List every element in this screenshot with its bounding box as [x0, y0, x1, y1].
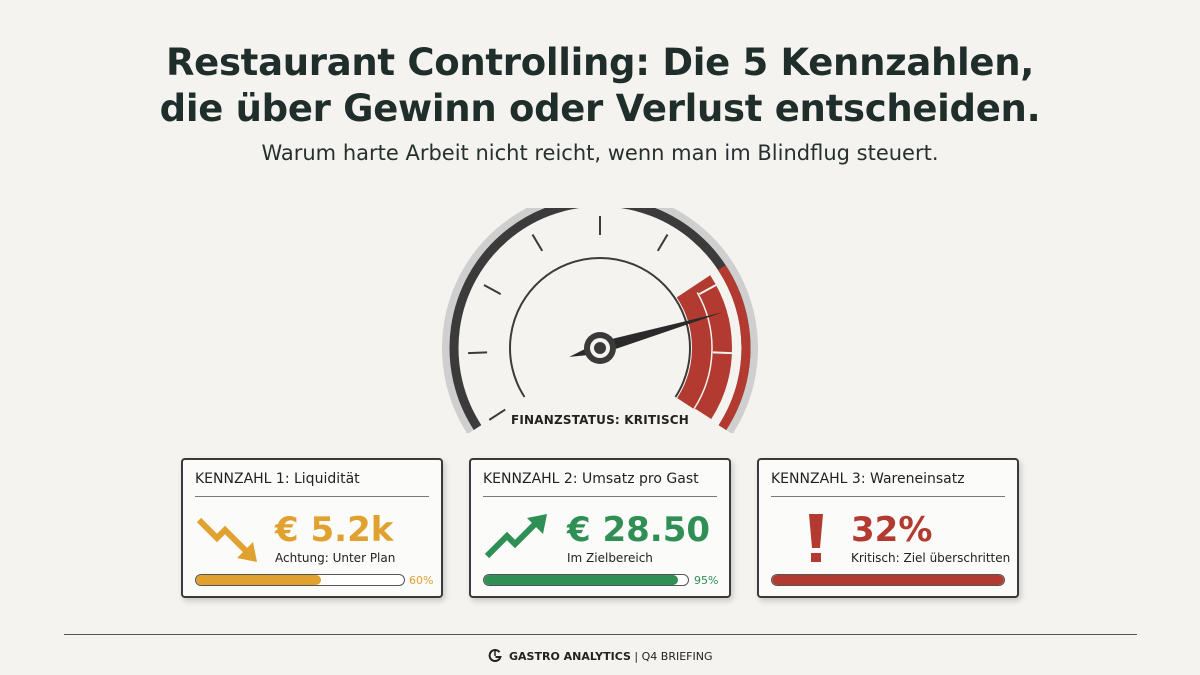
kpi-card-revenue-per-guest: KENNZAHL 2: Umsatz pro Gast € 28.50 Im Z… [469, 458, 731, 598]
kpi-card-liquidity: KENNZAHL 1: Liquidität € 5.2k Achtung: U… [181, 458, 443, 598]
finance-gauge [442, 208, 758, 433]
gauge-tick [656, 234, 669, 252]
kpi-progress-fill [196, 575, 321, 585]
trend-down-arrow-icon [196, 517, 257, 562]
kpi-card-title: KENNZAHL 2: Umsatz pro Gast [483, 471, 699, 487]
gauge-tick [488, 408, 506, 421]
kpi-progress-fill [484, 575, 678, 585]
card-divider [195, 496, 429, 497]
footer-separator: | [630, 650, 642, 663]
footer-brand: GASTRO ANALYTICS [509, 650, 631, 663]
gauge-ticks [468, 216, 732, 421]
gauge-tick [531, 234, 544, 252]
page-subtitle: Warum harte Arbeit nicht reicht, wenn ma… [261, 141, 939, 165]
kpi-card-title: KENNZAHL 1: Liquidität [195, 471, 360, 487]
footer-divider [64, 634, 1137, 635]
kpi-progress-label: 95% [694, 574, 719, 587]
footer: GASTRO ANALYTICS | Q4 BRIEFING [0, 649, 1200, 663]
kpi-value: € 5.2k [275, 510, 394, 550]
trend-up-arrow-icon [484, 514, 547, 559]
kpi-status: Im Zielbereich [567, 551, 653, 565]
gauge-tick [468, 351, 488, 355]
title-line-2: die über Gewinn oder Verlust entscheiden… [159, 87, 1041, 130]
kpi-progress-label: 60% [409, 574, 434, 587]
kpi-value: 32% [851, 510, 933, 550]
gastro-logo-icon [488, 649, 502, 662]
footer-suffix: Q4 BRIEFING [641, 650, 713, 663]
gauge-tick [694, 408, 712, 421]
kpi-value: € 28.50 [567, 510, 711, 550]
exclamation-icon [809, 514, 823, 562]
gauge-status-label: FINANZSTATUS: KRITISCH [510, 413, 690, 427]
page-title: Restaurant Controlling: Die 5 Kennzahlen… [0, 40, 1200, 132]
gauge-tick [483, 284, 502, 295]
kpi-progress-fill [772, 575, 1004, 585]
gauge-hub-center [594, 342, 606, 354]
gauge-inner-ring [509, 257, 691, 398]
kpi-progress-bar [195, 574, 405, 586]
title-line-1: Restaurant Controlling: Die 5 Kennzahlen… [165, 41, 1035, 84]
gauge-critical-highlight [693, 292, 713, 410]
kpi-status: Achtung: Unter Plan [275, 551, 396, 565]
kpi-progress-bar [771, 574, 1005, 586]
gauge-tick [698, 284, 717, 295]
kpi-progress-bar [483, 574, 689, 586]
kpi-card-cost-of-goods: KENNZAHL 3: Wareneinsatz 32% Kritisch: Z… [757, 458, 1019, 598]
gauge-tick [712, 351, 732, 355]
kpi-card-title: KENNZAHL 3: Wareneinsatz [771, 471, 965, 487]
kpi-status: Kritisch: Ziel überschritten [851, 551, 1011, 565]
card-divider [483, 496, 717, 497]
gauge-critical-zone [676, 265, 751, 430]
gauge-needle [569, 312, 723, 364]
card-divider [771, 496, 1005, 497]
gauge-critical-bezel [718, 265, 751, 430]
